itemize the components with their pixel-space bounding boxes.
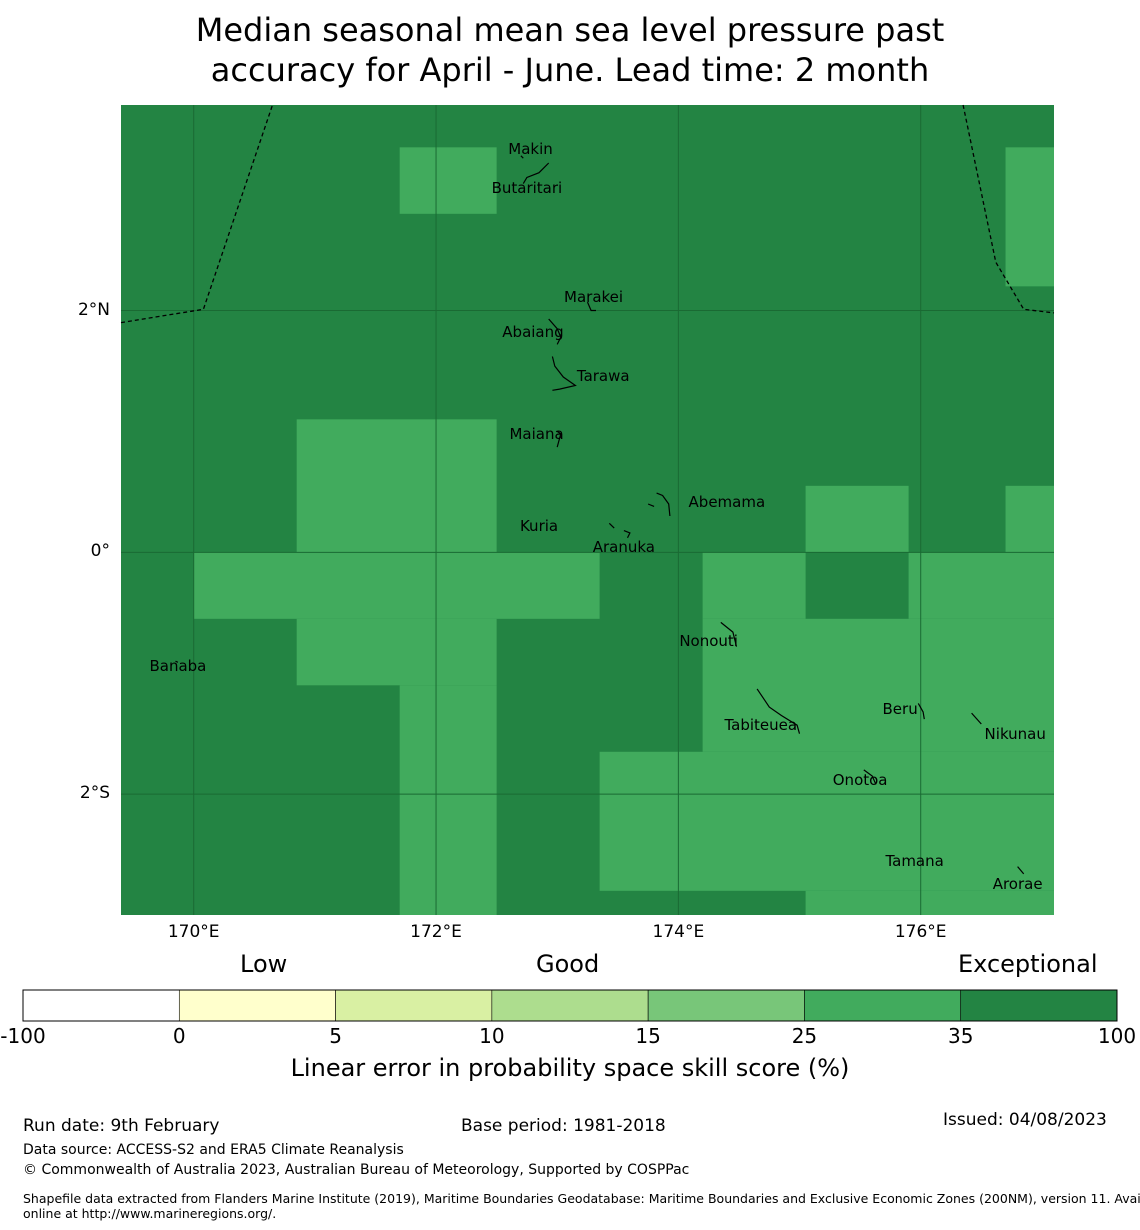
colorbar-tick-label: 100 — [1097, 1024, 1137, 1048]
colorbar-tick-label: 15 — [635, 1024, 661, 1048]
island-label-tabiteuea: Tabiteuea — [724, 716, 798, 735]
skill-cell-11 — [599, 751, 1054, 891]
coastline — [971, 712, 982, 725]
skill-cell-2 — [296, 419, 497, 553]
colorbar-tick-label: 10 — [479, 1024, 505, 1048]
coastline — [548, 318, 562, 345]
data-source: Data source: ACCESS-S2 and ERA5 Climate … — [23, 1142, 404, 1158]
skill-cell-6 — [296, 618, 497, 686]
skill-cell-0 — [399, 147, 497, 214]
colorbar-bin-6 — [960, 989, 1118, 1022]
x-tick-label: 174°E — [652, 922, 705, 942]
coastline — [556, 430, 562, 448]
coastline — [756, 688, 801, 734]
coastline — [647, 503, 655, 507]
skill-cell-7 — [399, 685, 497, 915]
colorbar-tick-label: -100 — [0, 1024, 46, 1048]
island-label-makin: Makin — [508, 139, 553, 158]
category-good: Good — [536, 950, 600, 978]
issued-date: Issued: 04/08/2023 — [943, 1110, 1107, 1130]
chart-title: Median seasonal mean sea level pressure … — [0, 10, 1140, 90]
colorbar-bin-1 — [178, 989, 336, 1022]
island-label-tamana: Tamana — [885, 851, 944, 870]
skill-cell-1 — [1005, 147, 1054, 287]
island-coastlines — [175, 155, 1025, 875]
category-low: Low — [240, 950, 288, 978]
title-line-2: accuracy for April - June. Lead time: 2 … — [210, 51, 930, 89]
island-label-butaritari: Butaritari — [491, 179, 563, 198]
colorbar-tick-label: 35 — [947, 1024, 974, 1048]
coastline — [608, 522, 615, 529]
colorbar-bin-0 — [22, 989, 180, 1022]
island-label-onotoa: Onotoa — [832, 770, 888, 789]
island-label-marakei: Marakei — [564, 288, 624, 307]
coastline — [522, 162, 550, 184]
eez-east-boundary — [962, 104, 1055, 314]
colorbar-label: Linear error in probability space skill … — [290, 1054, 850, 1082]
island-label-nikunau: Nikunau — [984, 724, 1046, 743]
colorbar-bin-3 — [491, 989, 649, 1022]
colorbar-bin-2 — [335, 989, 493, 1022]
coastline — [586, 301, 596, 312]
island-label-kuria: Kuria — [519, 516, 559, 535]
colorbar-outline — [22, 989, 1118, 1022]
y-tick-label: 2°N — [77, 299, 110, 320]
colorbar-bin-5 — [804, 989, 962, 1022]
island-label-beru: Beru — [882, 700, 918, 719]
island-label-abemama: Abemama — [688, 492, 766, 511]
x-tick-label: 172°E — [410, 922, 462, 942]
coastline — [520, 155, 524, 159]
coastline — [720, 621, 738, 647]
coastline — [917, 703, 925, 720]
colorbar-tick-label: 5 — [329, 1024, 342, 1048]
island-label-aranuka: Aranuka — [592, 538, 655, 557]
skill-cells — [193, 147, 1054, 915]
copyright: © Commonwealth of Australia 2023, Austra… — [23, 1162, 690, 1178]
base-period: Base period: 1981-2018 — [461, 1116, 666, 1136]
shapefile-credit-line-1: Shapefile data extracted from Flanders M… — [23, 1191, 1140, 1206]
skill-cell-8 — [702, 552, 806, 619]
skill-cell-10 — [702, 618, 1054, 752]
category-exceptional: Exceptional — [958, 950, 1098, 978]
eez-boundaries — [120, 104, 1055, 324]
colorbar-tick-label: 25 — [791, 1024, 818, 1048]
shapefile-credit: Shapefile data extracted from Flanders M… — [23, 1191, 1140, 1221]
island-label-maiana: Maiana — [509, 424, 564, 443]
colorbar-bin-4 — [647, 989, 805, 1022]
y-tick-label: 2°S — [79, 783, 110, 804]
graticule — [121, 105, 1054, 915]
island-label-banaba: Banaba — [149, 656, 207, 675]
x-tick-label: 176°E — [894, 922, 947, 942]
eez-west-boundary — [120, 104, 274, 324]
skill-cell-9 — [908, 552, 1054, 619]
skill-cell-4 — [1005, 485, 1054, 553]
island-label-abaiang: Abaiang — [502, 323, 564, 342]
skill-cell-3 — [805, 485, 909, 553]
x-tick-label: 170°E — [167, 922, 220, 942]
coastline — [863, 769, 877, 785]
run-date: Run date: 9th February — [23, 1116, 220, 1136]
colorbar — [22, 989, 1118, 1022]
island-label-arorae: Arorae — [992, 874, 1043, 893]
island-label-nonouti: Nonouti — [679, 631, 738, 650]
coastline — [623, 530, 631, 539]
title-line-1: Median seasonal mean sea level pressure … — [195, 11, 945, 49]
y-tick-label: 0° — [90, 541, 110, 562]
shapefile-credit-line-2: online at http://www.marineregions.org/. — [23, 1206, 277, 1221]
coastline — [551, 356, 577, 391]
coastline — [656, 492, 671, 517]
island-label-tarawa: Tarawa — [576, 366, 630, 385]
colorbar-tick-label: 0 — [172, 1024, 186, 1048]
coastline — [175, 660, 179, 663]
skill-cell-5 — [193, 552, 600, 619]
skill-cell-12 — [805, 890, 1054, 915]
coastline — [1017, 866, 1025, 875]
